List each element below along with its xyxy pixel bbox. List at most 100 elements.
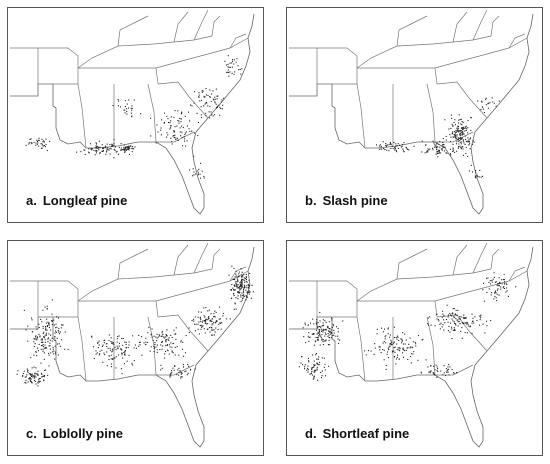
occurrence-dot [201, 321, 203, 323]
occurrence-dot [238, 287, 240, 289]
occurrence-dot [124, 109, 126, 111]
occurrence-dot [316, 338, 318, 340]
occurrence-dot [122, 344, 124, 346]
occurrence-dot [38, 137, 40, 139]
occurrence-dot [202, 90, 204, 92]
occurrence-dot [155, 142, 157, 144]
occurrence-dot [124, 341, 126, 343]
occurrence-dot [439, 152, 441, 154]
occurrence-dot [245, 273, 247, 275]
occurrence-dot [170, 125, 172, 127]
occurrence-dot [117, 347, 119, 349]
occurrence-dot [342, 320, 344, 322]
occurrence-dot [321, 338, 323, 340]
state-border [38, 280, 79, 301]
occurrence-dot [138, 345, 140, 347]
occurrence-dot [163, 337, 165, 339]
occurrence-dot [462, 323, 464, 325]
occurrence-dot [117, 336, 119, 338]
occurrence-dot [313, 377, 315, 379]
occurrence-dot [330, 331, 332, 333]
occurrence-dot [43, 331, 45, 333]
occurrence-dot [243, 279, 245, 281]
occurrence-dot [313, 333, 315, 335]
occurrence-dot [454, 135, 456, 137]
occurrence-dot [51, 320, 53, 322]
occurrence-dot [452, 329, 454, 331]
occurrence-dot [181, 111, 183, 113]
occurrence-dot [109, 147, 111, 149]
occurrence-dot [35, 144, 37, 146]
occurrence-dot [217, 329, 219, 331]
occurrence-dot [468, 141, 470, 143]
occurrence-dot [420, 371, 422, 373]
occurrence-dot [390, 343, 392, 345]
occurrence-dot [165, 340, 167, 342]
occurrence-dot [128, 153, 130, 155]
occurrence-dot [106, 150, 108, 152]
occurrence-dot [212, 329, 214, 331]
occurrence-dot [315, 354, 317, 356]
occurrence-dot [313, 333, 315, 335]
occurrence-dot [245, 278, 247, 280]
occurrence-dot [107, 147, 109, 149]
occurrence-dot [322, 344, 324, 346]
occurrence-dot [42, 375, 44, 377]
state-border [157, 314, 209, 352]
coastline-outline [289, 13, 534, 215]
state-border [436, 314, 488, 352]
occurrence-dot [115, 151, 117, 153]
occurrence-dot [453, 372, 455, 374]
occurrence-dot [84, 153, 86, 155]
occurrence-dot [387, 347, 389, 349]
occurrence-dot [128, 146, 130, 148]
occurrence-dot [316, 369, 318, 371]
occurrence-dot [44, 306, 46, 308]
occurrence-dot [195, 323, 197, 325]
occurrence-dot [470, 164, 472, 166]
occurrence-dot [332, 323, 334, 325]
occurrence-dot [238, 275, 240, 277]
occurrence-dot [114, 149, 116, 151]
occurrence-dot [156, 351, 158, 353]
occurrence-dot [407, 148, 409, 150]
occurrence-dot [398, 347, 400, 349]
occurrence-dot [207, 105, 209, 107]
state-border [157, 81, 209, 119]
occurrence-dot [503, 281, 505, 283]
occurrence-dot [320, 328, 322, 330]
occurrence-dot [108, 355, 110, 357]
occurrence-dot [435, 364, 437, 366]
occurrence-dot [503, 287, 505, 289]
occurrence-dot [243, 291, 245, 293]
occurrence-dot [123, 351, 125, 353]
occurrence-dot [381, 327, 383, 329]
occurrence-dot [127, 346, 129, 348]
occurrence-dot [169, 374, 171, 376]
occurrence-dot [173, 134, 175, 136]
occurrence-dot [200, 320, 202, 322]
occurrence-dot [197, 316, 199, 318]
occurrence-dot [307, 369, 309, 371]
state-border [435, 364, 474, 376]
occurrence-dot [23, 370, 25, 372]
occurrence-dot [465, 125, 467, 127]
occurrence-dot [469, 326, 471, 328]
occurrence-dot [161, 348, 163, 350]
occurrence-dot [465, 128, 467, 130]
occurrence-dot [499, 281, 501, 283]
occurrence-dot [112, 350, 114, 352]
occurrence-dot [152, 339, 154, 341]
occurrence-dot [461, 327, 463, 329]
occurrence-dot [384, 336, 386, 338]
occurrence-dot [321, 339, 323, 341]
occurrence-dot [128, 107, 130, 109]
occurrence-dot [60, 327, 62, 329]
occurrence-dot [312, 333, 314, 335]
occurrence-dot [382, 141, 384, 143]
occurrence-dot [212, 334, 214, 336]
occurrence-dot [25, 382, 27, 384]
occurrence-dot [161, 330, 163, 332]
occurrence-dot [193, 320, 195, 322]
occurrence-dot [322, 319, 324, 321]
